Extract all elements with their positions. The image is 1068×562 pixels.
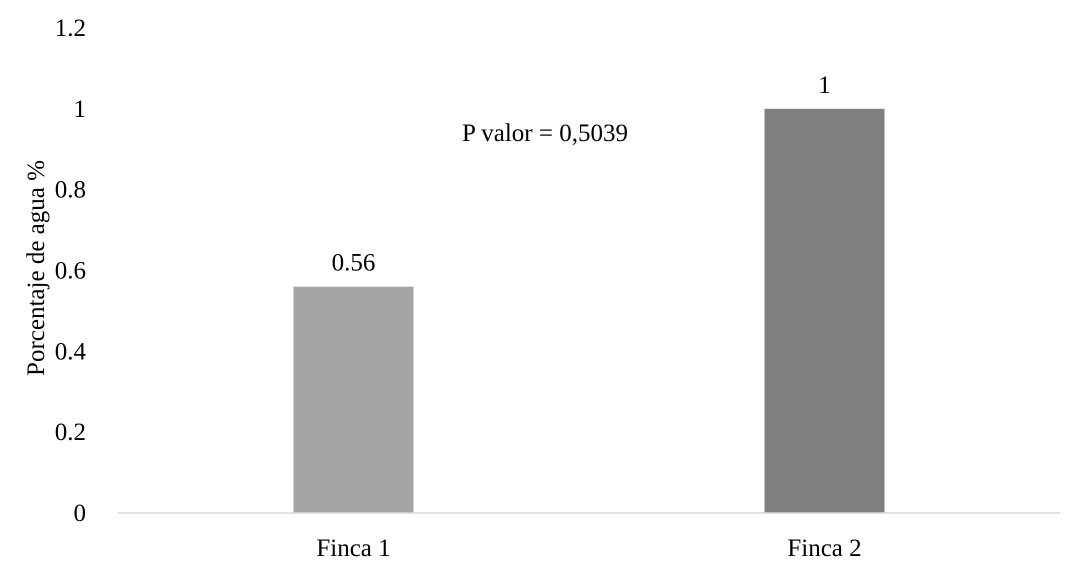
bars: [293, 108, 885, 513]
bar-data-label: 0.56: [332, 250, 376, 277]
x-tick-label: Finca 1: [316, 535, 390, 562]
y-tick-label: 1: [74, 96, 87, 123]
bar: [764, 108, 885, 513]
data-labels: 0.56 1: [332, 72, 831, 277]
x-axis-tick-labels: Finca 1 Finca 2: [316, 535, 861, 562]
bar-data-label: 1: [818, 72, 831, 99]
p-value-annotation: P valor = 0,5039: [462, 120, 628, 147]
y-axis-ticks: 0 0.2 0.4 0.6 0.8 1 1.2: [55, 15, 87, 527]
y-tick-label: 0.2: [55, 419, 86, 446]
y-tick-label: 0.8: [55, 177, 86, 204]
y-tick-label: 1.2: [55, 15, 86, 42]
y-tick-label: 0: [74, 500, 87, 527]
y-tick-label: 0.4: [55, 338, 87, 365]
y-axis-title: Porcentaje de agua %: [23, 160, 50, 376]
y-tick-label: 0.6: [55, 258, 86, 285]
bar: [293, 286, 414, 513]
x-tick-label: Finca 2: [787, 535, 861, 562]
